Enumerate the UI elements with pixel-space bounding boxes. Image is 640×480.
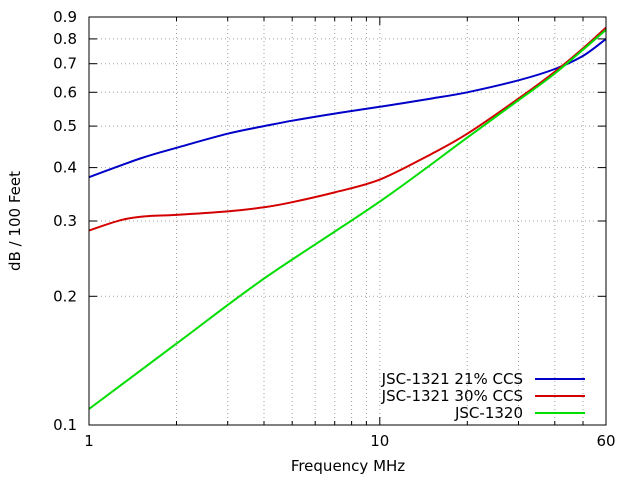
x-tick-label-1: 10 (370, 432, 389, 450)
x-tick-label-2: 60 (596, 432, 615, 450)
y-tick-label-1: 0.2 (53, 287, 77, 305)
y-tick-label-3: 0.4 (53, 159, 77, 177)
series-lines (88, 26, 607, 410)
x-axis-label: Frequency MHz (291, 457, 405, 475)
legend-label-1: JSC-1321 30% CCS (381, 387, 523, 405)
series-line-0 (88, 38, 607, 179)
y-tick-label-4: 0.5 (53, 117, 77, 135)
series-line-2 (88, 29, 607, 410)
y-tick-label-0: 0.1 (53, 416, 77, 434)
y-tick-label-6: 0.7 (53, 55, 77, 73)
y-tick-label-2: 0.3 (53, 212, 77, 230)
axis-ticks: 0.1 0.2 0.3 0.4 0.5 0.6 0.7 0.8 0.9 1 10 60 (53, 8, 615, 450)
y-tick-label-8: 0.9 (53, 8, 77, 26)
legend-label-2: JSC-1320 (454, 404, 523, 422)
series-line-1 (88, 26, 607, 232)
x-tick-label-0: 1 (84, 432, 94, 450)
y-tick-label-5: 0.6 (53, 83, 77, 101)
y-axis-label: dB / 100 Feet (6, 171, 24, 271)
grid (88, 16, 607, 426)
y-tick-label-7: 0.8 (53, 30, 77, 48)
legend-label-0: JSC-1321 21% CCS (381, 370, 523, 388)
